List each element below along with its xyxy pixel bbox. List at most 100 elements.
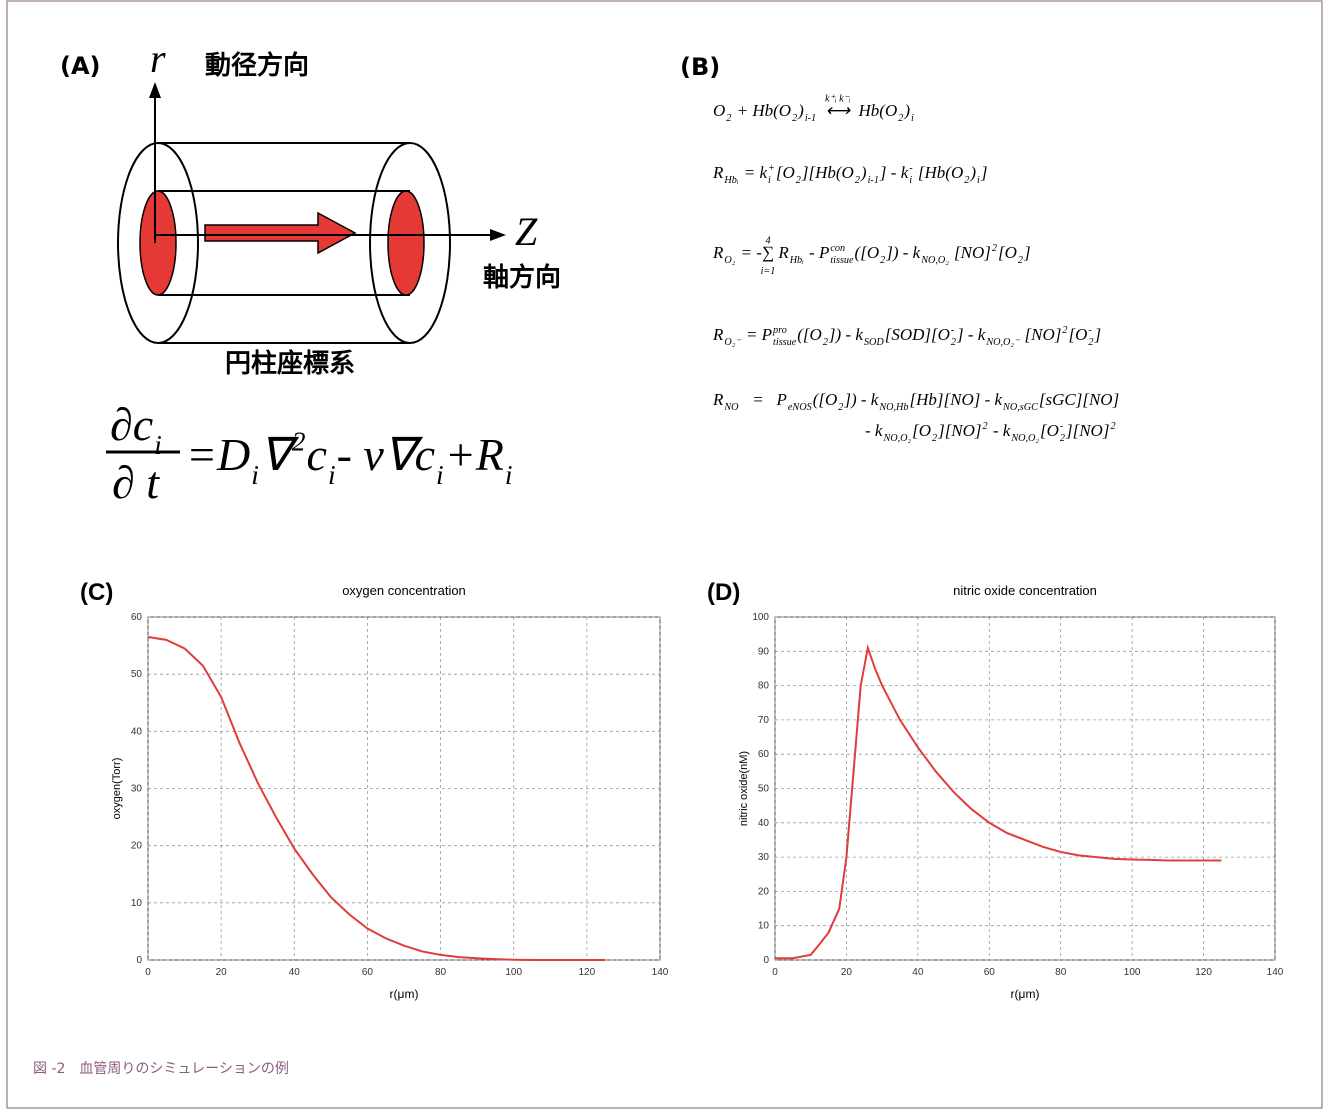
panel-label: (A) xyxy=(60,52,101,80)
math-text: [Hb][NO] - k xyxy=(909,390,1002,409)
math-text: ∂c xyxy=(110,399,153,450)
math-sub: 2 xyxy=(838,402,843,413)
x-tick-label: 120 xyxy=(1195,967,1212,978)
math-text: +R xyxy=(445,429,504,480)
math-sup: 2 xyxy=(292,426,306,457)
math-text: = - xyxy=(736,243,762,262)
math-text: [O xyxy=(1040,421,1059,440)
math-text: [sGC][NO] xyxy=(1039,390,1119,409)
y-tick-label: 30 xyxy=(131,784,143,795)
y-tick-label: 10 xyxy=(758,921,770,932)
math-sub: Hbᵢ xyxy=(789,255,804,266)
math-sub: i xyxy=(909,175,912,186)
x-tick-label: 100 xyxy=(505,967,522,978)
math-text: - k xyxy=(989,421,1011,440)
math-text: R xyxy=(712,325,724,344)
x-tick-label: 0 xyxy=(145,967,151,978)
chart-title: nitric oxide concentration xyxy=(953,583,1097,598)
math-sup: + xyxy=(768,163,775,174)
math-text: R xyxy=(774,243,789,262)
math-text: + Hb(O xyxy=(732,101,791,120)
math-sub: i-1 xyxy=(805,113,816,124)
x-tick-label: 40 xyxy=(289,967,301,978)
y-axis-label: nitric oxide(nM) xyxy=(738,751,750,826)
axis-name: 軸方向 xyxy=(483,262,561,293)
math-sub: 2 xyxy=(964,175,969,186)
math-over: 4 xyxy=(765,236,770,247)
x-tick-label: 40 xyxy=(912,967,924,978)
axis-symbol: Z xyxy=(515,209,538,254)
math-sub: 2 xyxy=(951,337,956,348)
inner-end xyxy=(140,191,176,295)
y-tick-label: 100 xyxy=(752,612,769,623)
axis-name: 動径方向 xyxy=(205,50,309,81)
math-sub: tissue xyxy=(773,337,797,348)
math-sub: O₂ xyxy=(724,255,735,266)
math-sub: 2 xyxy=(1060,433,1065,444)
math-sub: i xyxy=(436,459,444,490)
math-text: [O xyxy=(776,163,795,182)
math-sub: 2 xyxy=(898,113,903,124)
math-text: ) xyxy=(797,101,804,120)
y-tick-label: 0 xyxy=(763,955,769,966)
math-sub: i xyxy=(154,429,162,460)
math-sub: 2 xyxy=(792,113,797,124)
math-text: R xyxy=(712,390,724,409)
math-sub: i-1 xyxy=(868,175,879,186)
math-text: [NO] xyxy=(950,243,991,262)
y-tick-label: 50 xyxy=(758,784,770,795)
math-text: ][Hb(O xyxy=(801,163,854,182)
math-text: ] xyxy=(980,163,988,182)
math-text: ] - k xyxy=(956,325,986,344)
x-tick-label: 60 xyxy=(984,967,996,978)
math-sub: NO,O₂⁻ xyxy=(985,337,1021,348)
math-sub: 2 xyxy=(880,255,885,266)
math-sup: 2 xyxy=(983,421,988,432)
x-tick-label: 140 xyxy=(1267,967,1284,978)
math-over: k⁺ᵢ k⁻ᵢ xyxy=(825,94,851,105)
math-text: [SOD][O xyxy=(885,325,950,344)
chart-title: oxygen concentration xyxy=(342,583,466,598)
y-tick-label: 60 xyxy=(758,749,770,760)
math-sub: tissue xyxy=(830,255,854,266)
math-text: ) xyxy=(860,163,867,182)
math-sub: NO,sGC xyxy=(1002,402,1038,413)
y-tick-label: 90 xyxy=(758,646,770,657)
math-sub: 2 xyxy=(855,175,860,186)
math-text: [NO] xyxy=(1020,325,1061,344)
math-sup: - xyxy=(1088,325,1092,336)
math-sub: i xyxy=(977,175,980,186)
x-tick-label: 100 xyxy=(1124,967,1141,978)
math-sub: i xyxy=(911,113,914,124)
math-sub: 2 xyxy=(796,175,801,186)
x-axis-label: r(μm) xyxy=(1011,987,1040,1001)
math-sub: NO xyxy=(723,402,739,413)
panel-label: (B) xyxy=(680,53,720,81)
x-tick-label: 20 xyxy=(216,967,228,978)
x-axis-label: r(μm) xyxy=(390,987,419,1001)
math-text: R xyxy=(712,163,724,182)
inner-end xyxy=(388,191,424,295)
y-tick-label: 0 xyxy=(136,955,142,966)
math-text: = k xyxy=(739,163,767,182)
math-text: ][NO] xyxy=(1065,421,1109,440)
x-tick-label: 140 xyxy=(652,967,669,978)
math-sub: 2 xyxy=(726,113,731,124)
axis-symbol: r xyxy=(150,36,166,81)
math-sub: i xyxy=(328,459,336,490)
y-tick-label: 40 xyxy=(131,726,143,737)
math-text: Hb(O xyxy=(858,101,898,120)
math-text: ([O xyxy=(813,390,838,409)
y-tick-label: 40 xyxy=(758,818,770,829)
math-sup: con xyxy=(830,243,845,254)
math-sup: 2 xyxy=(1110,421,1115,432)
math-text: [Hb(O xyxy=(914,163,964,182)
x-tick-label: 80 xyxy=(1055,967,1067,978)
math-sub: 2 xyxy=(823,337,828,348)
math-text: =D xyxy=(186,429,250,480)
math-sub: SOD xyxy=(864,337,884,348)
math-sup: 2 xyxy=(992,243,997,254)
math-text: [O xyxy=(912,421,931,440)
math-sup: - xyxy=(1060,421,1064,432)
math-text: ) xyxy=(969,163,976,182)
